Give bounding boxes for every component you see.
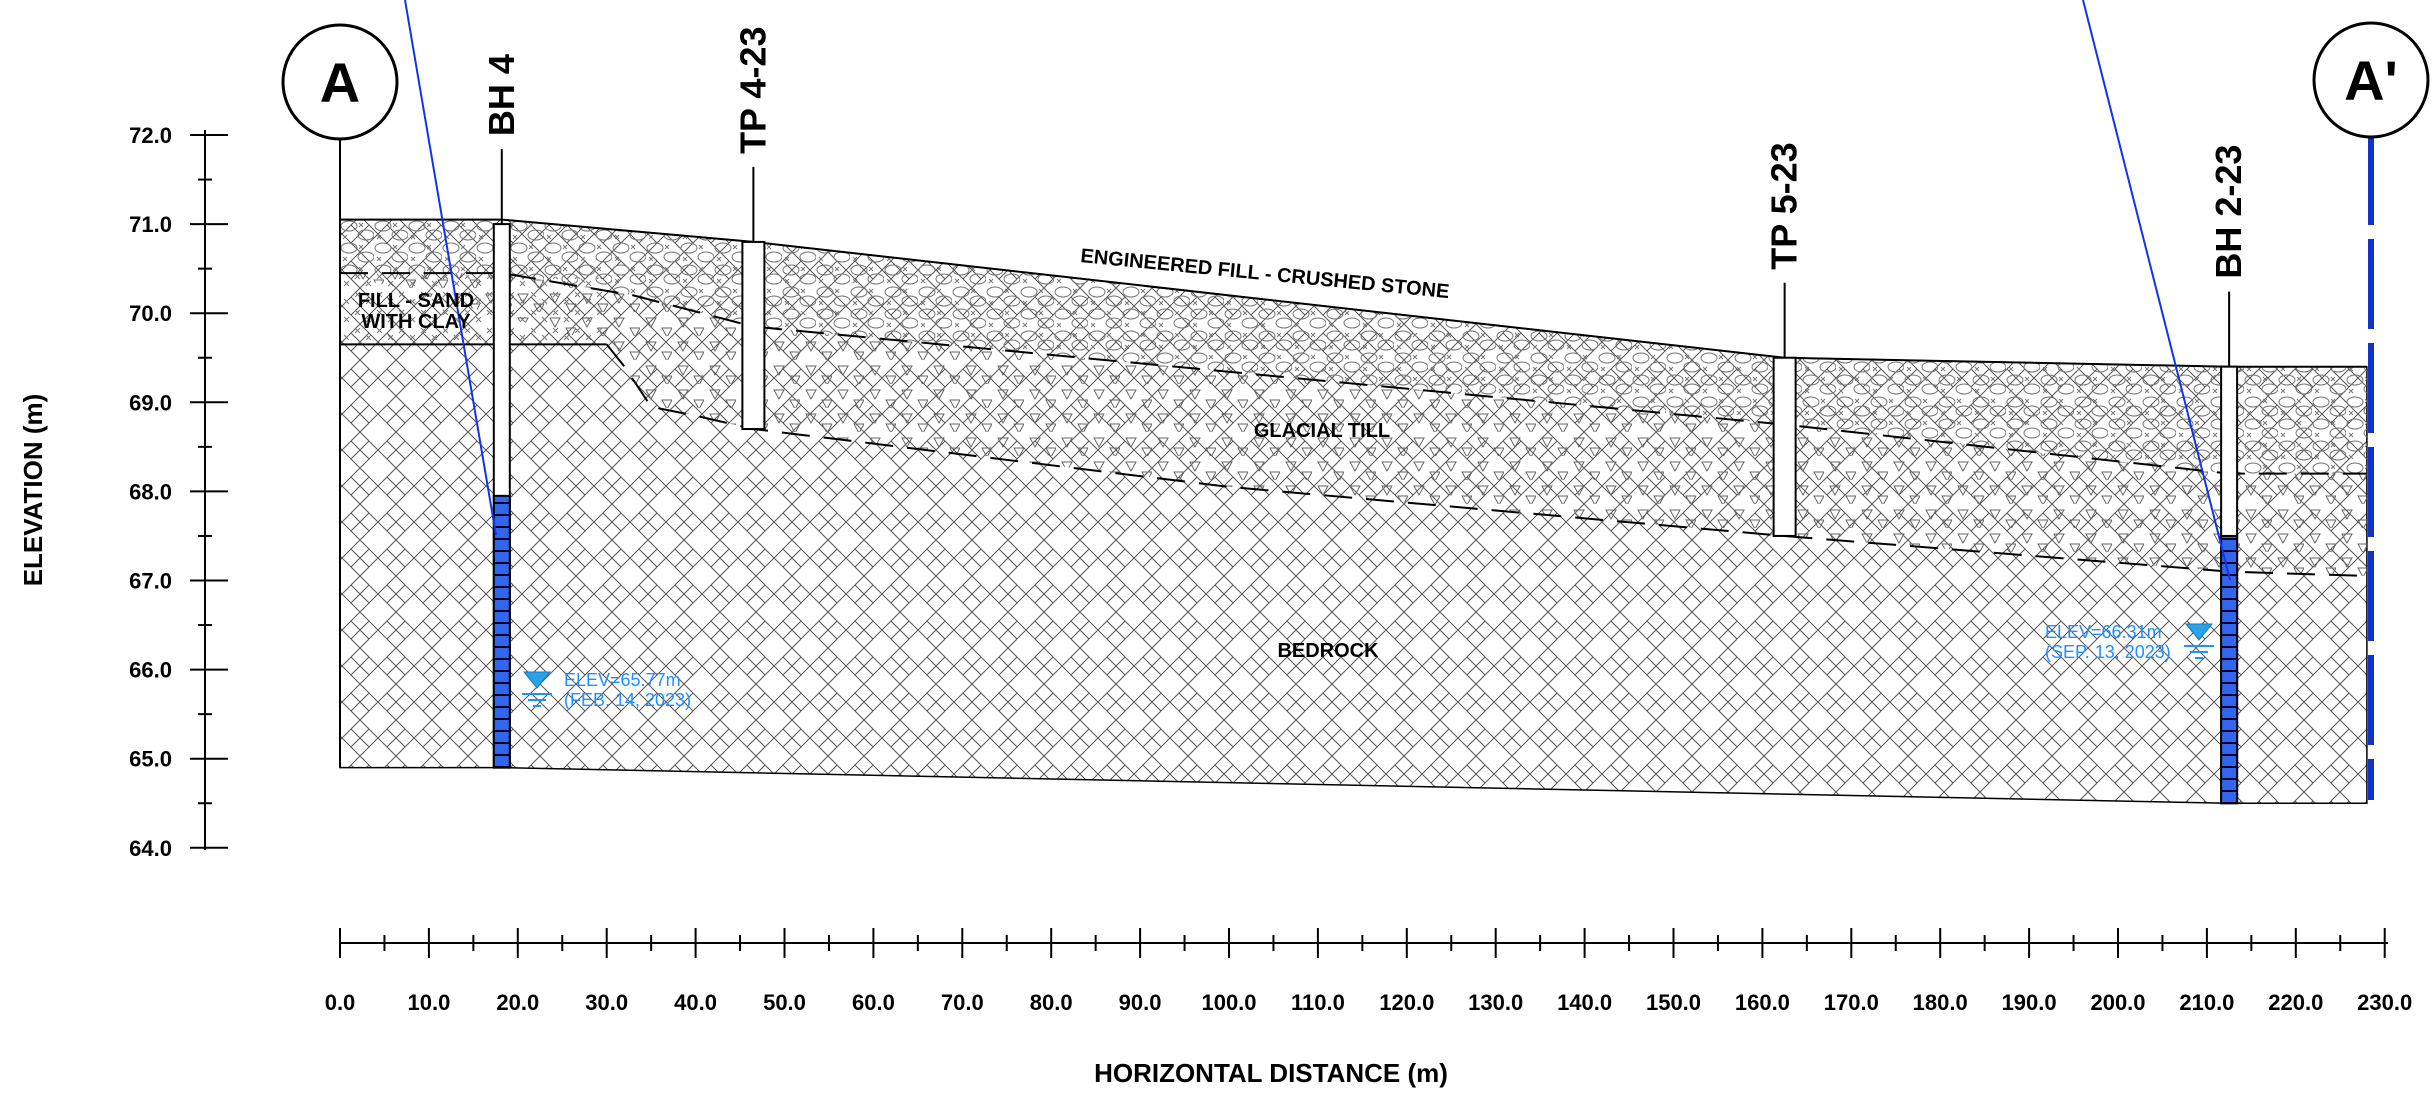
borehole-label: BH 2-23 — [2208, 145, 2249, 279]
borehole-bh-2-23: BH 2-23 — [2208, 145, 2249, 805]
glacial-till-label: GLACIAL TILL — [1254, 420, 1390, 442]
borehole-tp-5-23: TP 5-23 — [1764, 142, 1805, 537]
y-tick-label: 70.0 — [129, 301, 172, 326]
y-tick-label: 68.0 — [129, 479, 172, 504]
borehole-label: BH 4 — [481, 54, 522, 136]
y-axis: 72.0 71.0 70.0 69.0 68.0 67.0 66.0 65.0 64.0 — [129, 123, 228, 861]
x-tick-label: 180.0 — [1913, 990, 1968, 1015]
section-line-right — [2082, 0, 2231, 581]
bedrock-label: BEDROCK — [1277, 640, 1379, 662]
x-tick-label: 130.0 — [1468, 990, 1523, 1015]
water-level-bh4-elev: ELEV=65.77m — [564, 670, 681, 690]
x-tick-label: 30.0 — [585, 990, 628, 1015]
x-tick-label: 50.0 — [763, 990, 806, 1015]
water-level-bh2-date: (SEP. 13, 2023) — [2045, 642, 2171, 662]
borehole-bh-4: BH 4 — [481, 54, 522, 769]
water-level-bh4-date: (FEB. 14, 2023) — [564, 690, 691, 710]
water-level-bh2-elev: ELEV=66.31m — [2045, 622, 2162, 642]
y-tick-label: 67.0 — [129, 569, 172, 594]
well-screen — [492, 494, 511, 769]
x-axis-title: HORIZONTAL DISTANCE (m) — [1094, 1058, 1448, 1088]
x-tick-label: 70.0 — [941, 990, 984, 1015]
fill-sand-label-line1: FILL - SAND — [358, 290, 474, 312]
boreholes: BH 4 TP 4-23 TP 5-23 BH 2-23 — [481, 27, 2249, 805]
borehole-label: TP 4-23 — [732, 27, 773, 154]
end-marker-letter: A' — [2344, 49, 2398, 112]
y-tick-label: 65.0 — [129, 747, 172, 772]
x-axis: 0.0 10.0 20.0 30.0 40.0 50.0 60.0 70.0 80.0 90.0 1… — [325, 928, 2412, 1015]
x-tick-label: 100.0 — [1201, 990, 1256, 1015]
borehole-casing — [741, 240, 766, 431]
x-tick-label: 20.0 — [496, 990, 539, 1015]
x-tick-label: 230.0 — [2357, 990, 2412, 1015]
x-tick-label: 60.0 — [852, 990, 895, 1015]
fill-sand-layer — [340, 273, 607, 345]
x-tick-label: 140.0 — [1557, 990, 1612, 1015]
ground-surface-line — [340, 218, 2367, 368]
water-level-bh4: ELEV=65.77m (FEB. 14, 2023) — [522, 670, 691, 710]
y-tick-label: 64.0 — [129, 836, 172, 861]
x-tick-label: 40.0 — [674, 990, 717, 1015]
glacial-till-layer — [340, 273, 2367, 576]
borehole-label: TP 5-23 — [1764, 142, 1805, 269]
section-marker-start: A — [281, 23, 399, 222]
soil-layers — [339, 218, 2368, 805]
y-axis-title: ELEVATION (m) — [18, 394, 48, 587]
fill-sand-label-line2: WITH CLAY — [361, 311, 471, 333]
x-tick-label: 160.0 — [1735, 990, 1790, 1015]
well-screen — [2220, 534, 2239, 805]
x-tick-label: 200.0 — [2090, 990, 2145, 1015]
x-tick-label: 110.0 — [1291, 990, 1345, 1015]
x-tick-label: 90.0 — [1119, 990, 1162, 1015]
y-tick-label: 66.0 — [129, 658, 172, 683]
y-tick-label: 71.0 — [129, 212, 172, 237]
start-marker-letter: A — [320, 51, 360, 114]
x-tick-label: 0.0 — [325, 990, 356, 1015]
borehole-tp-4-23: TP 4-23 — [732, 27, 773, 431]
section-line-left — [404, 0, 497, 536]
water-level-bh2-23: ELEV=66.31m (SEP. 13, 2023) — [2045, 622, 2214, 662]
borehole-casing — [1772, 356, 1797, 537]
x-tick-label: 10.0 — [407, 990, 450, 1015]
section-marker-end: A' — [2312, 21, 2430, 139]
x-tick-label: 190.0 — [2002, 990, 2057, 1015]
y-tick-label: 72.0 — [129, 123, 172, 148]
y-tick-label: 69.0 — [129, 390, 172, 415]
crushed-stone-layer — [340, 219, 2367, 474]
x-tick-label: 220.0 — [2268, 990, 2323, 1015]
x-tick-label: 150.0 — [1646, 990, 1701, 1015]
x-tick-label: 210.0 — [2179, 990, 2234, 1015]
x-tick-label: 170.0 — [1824, 990, 1879, 1015]
x-tick-label: 120.0 — [1379, 990, 1434, 1015]
x-tick-label: 80.0 — [1030, 990, 1073, 1015]
